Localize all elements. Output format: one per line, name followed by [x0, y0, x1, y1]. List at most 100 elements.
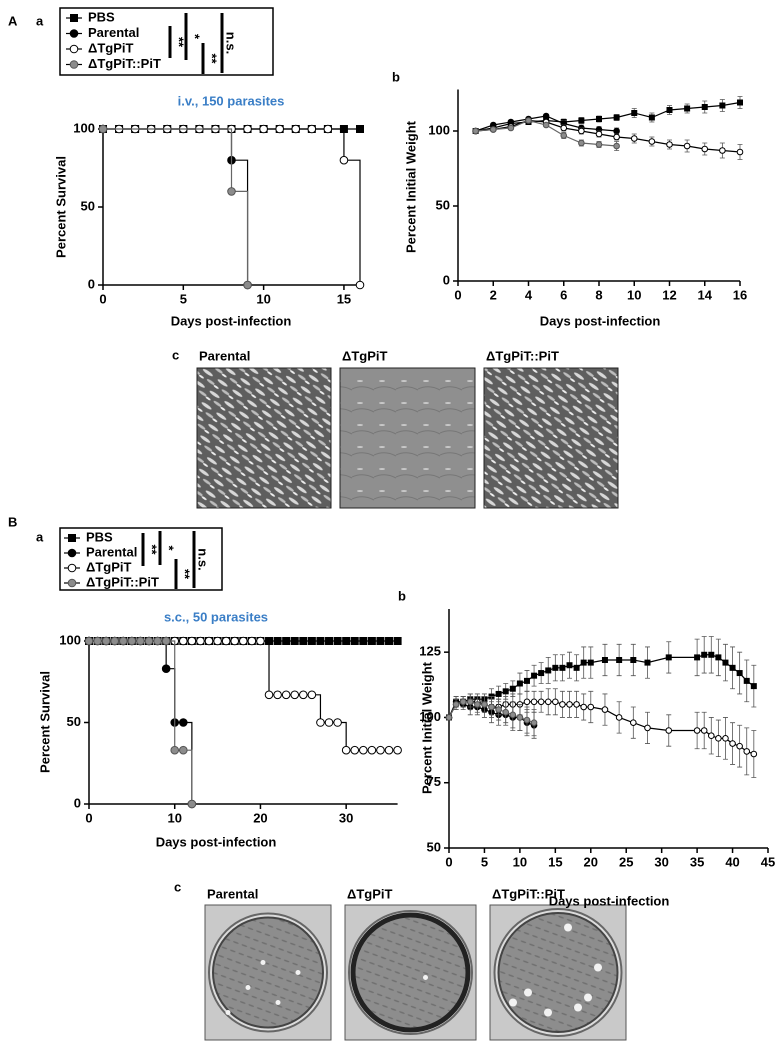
- data-point: [384, 745, 394, 755]
- series-line: [475, 119, 741, 153]
- data-point: [530, 698, 538, 706]
- x-tick-label: 35: [690, 854, 704, 869]
- micrograph: [483, 367, 619, 509]
- data-point: [531, 672, 538, 679]
- legend-marker: [69, 29, 79, 38]
- data-point: [98, 124, 108, 134]
- plaque: [544, 1008, 552, 1017]
- data-point: [631, 110, 638, 116]
- data-point: [356, 125, 364, 133]
- data-point: [307, 637, 316, 645]
- chart-title: i.v., 150 parasites: [178, 93, 285, 108]
- data-point: [452, 701, 460, 708]
- x-tick-label: 25: [619, 854, 633, 869]
- plaque: [295, 970, 301, 975]
- data-point: [282, 637, 291, 645]
- x-tick-label: 6: [560, 287, 567, 302]
- legend-marker: [67, 563, 77, 573]
- data-point: [291, 124, 301, 134]
- data-point: [367, 637, 376, 645]
- data-point: [239, 636, 248, 646]
- data-point: [552, 664, 559, 671]
- plate-lawn: [497, 912, 619, 1033]
- data-point: [516, 714, 524, 721]
- data-point: [523, 677, 530, 684]
- image-label: ΔTgPiT::PiT: [492, 886, 565, 901]
- data-point: [144, 636, 154, 646]
- data-point: [736, 148, 744, 156]
- data-point: [644, 659, 651, 666]
- data-point: [595, 141, 603, 148]
- series-line: [475, 101, 741, 132]
- data-point: [290, 690, 300, 700]
- x-tick-label: 20: [253, 810, 267, 825]
- data-point: [530, 719, 538, 726]
- data-point: [333, 718, 342, 727]
- data-point: [615, 714, 623, 721]
- data-point: [537, 698, 545, 706]
- data-point: [367, 745, 377, 755]
- data-point: [161, 636, 171, 646]
- data-point: [644, 724, 651, 732]
- x-tick-label: 10: [627, 287, 641, 302]
- data-point: [230, 636, 240, 646]
- data-point: [580, 659, 587, 666]
- data-point: [613, 133, 620, 141]
- data-point: [178, 745, 188, 755]
- data-point: [376, 745, 385, 755]
- data-point: [578, 117, 585, 124]
- plaque: [524, 988, 532, 997]
- data-point: [613, 114, 620, 121]
- data-point: [359, 637, 368, 645]
- data-point: [178, 636, 188, 646]
- data-point: [729, 664, 736, 671]
- x-axis-title: Days post-infection: [540, 313, 661, 328]
- data-point: [445, 714, 453, 721]
- data-point: [722, 659, 729, 666]
- significance-label: n.s.: [196, 548, 211, 570]
- data-point: [701, 145, 709, 153]
- data-point: [307, 124, 317, 134]
- series-line: [448, 701, 755, 755]
- data-point: [737, 99, 743, 106]
- data-point: [596, 116, 602, 122]
- data-point: [523, 716, 531, 724]
- y-tick-label: 75: [427, 774, 441, 789]
- legend-label: ΔTgPiT: [88, 40, 134, 55]
- x-tick-label: 5: [481, 854, 488, 869]
- data-point: [715, 735, 722, 742]
- plaque: [275, 1000, 281, 1005]
- chart-title: s.c., 50 parasites: [164, 609, 268, 624]
- data-point: [350, 745, 360, 755]
- data-point: [648, 114, 655, 121]
- data-point: [516, 680, 523, 687]
- data-point: [616, 657, 623, 663]
- y-tick-label: 100: [428, 122, 450, 137]
- data-point: [750, 750, 758, 758]
- data-point: [525, 117, 532, 124]
- x-tick-label: 8: [595, 287, 602, 302]
- legend-marker: [69, 60, 79, 69]
- data-point: [474, 701, 481, 708]
- x-tick-label: 4: [525, 287, 533, 302]
- x-axis-title: Days post-infection: [171, 313, 292, 328]
- data-point: [559, 664, 566, 671]
- data-point: [566, 701, 573, 708]
- data-point: [694, 654, 701, 661]
- y-axis-title: Percent Survival: [37, 671, 52, 773]
- data-point: [560, 124, 568, 132]
- data-point: [743, 748, 751, 755]
- data-point: [359, 745, 368, 755]
- data-point: [729, 740, 736, 747]
- data-point: [324, 718, 334, 727]
- y-axis-title: Percent Survival: [53, 156, 68, 258]
- micrograph: [196, 367, 332, 509]
- data-point: [665, 654, 672, 661]
- y-tick-label: 50: [81, 198, 95, 213]
- y-tick-label: 100: [59, 632, 81, 647]
- subpanel-letter: c: [172, 347, 179, 362]
- data-point: [495, 690, 502, 697]
- data-point: [227, 187, 236, 196]
- micrograph: [339, 367, 476, 509]
- data-point: [542, 112, 550, 120]
